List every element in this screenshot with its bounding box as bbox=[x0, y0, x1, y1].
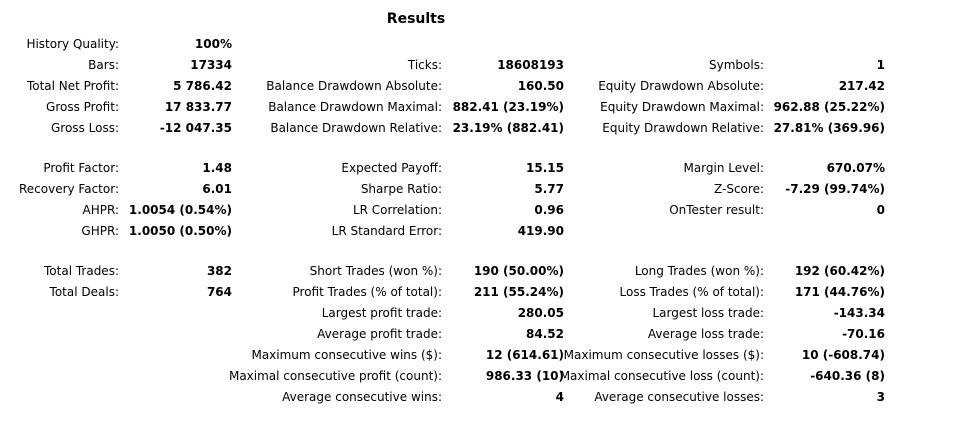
stat-value: 882.41 (23.19%) bbox=[452, 100, 564, 114]
stat-label: Total Trades: bbox=[44, 264, 119, 278]
stat-value: 962.88 (25.22%) bbox=[773, 100, 885, 114]
stat-value: 15.15 bbox=[526, 161, 564, 175]
stat-value: -143.34 bbox=[833, 306, 885, 320]
stat-value: -7.29 (99.74%) bbox=[785, 182, 885, 196]
stat-label: Balance Drawdown Maximal: bbox=[268, 100, 442, 114]
stat-label: Long Trades (won %): bbox=[634, 264, 764, 278]
stat-value: 17334 bbox=[190, 58, 232, 72]
stat-value: 1 bbox=[876, 58, 885, 72]
stat-label: Recovery Factor: bbox=[18, 182, 119, 196]
stat-label: Ticks: bbox=[407, 58, 442, 72]
stat-value: 986.33 (10) bbox=[485, 369, 564, 383]
stat-value: 12 (614.61) bbox=[485, 348, 564, 362]
stat-value: 84.52 bbox=[526, 327, 564, 341]
stat-label: LR Standard Error: bbox=[331, 224, 442, 238]
stat-value: -70.16 bbox=[842, 327, 885, 341]
stat-value: 190 (50.00%) bbox=[473, 264, 564, 278]
stat-value: 382 bbox=[206, 264, 232, 278]
stat-label: Gross Loss: bbox=[51, 121, 119, 135]
stat-label: Average loss trade: bbox=[647, 327, 764, 341]
stat-label: Largest loss trade: bbox=[652, 306, 764, 320]
stat-value: -640.36 (8) bbox=[810, 369, 885, 383]
stat-value: 0 bbox=[876, 203, 885, 217]
stat-value: 5.77 bbox=[534, 182, 564, 196]
stat-label: Bars: bbox=[88, 58, 119, 72]
stat-label: Short Trades (won %): bbox=[309, 264, 442, 278]
stat-label: Sharpe Ratio: bbox=[360, 182, 442, 196]
stat-value: 5 786.42 bbox=[173, 79, 232, 93]
stat-label: Average consecutive wins: bbox=[282, 390, 442, 404]
results-title: Results bbox=[386, 11, 446, 27]
stat-value: 1.48 bbox=[202, 161, 232, 175]
stat-label: Gross Profit: bbox=[46, 100, 119, 114]
stat-value: 1.0054 (0.54%) bbox=[128, 203, 232, 217]
stat-label: Maximal consecutive profit (count): bbox=[228, 369, 442, 383]
stat-value: 419.90 bbox=[517, 224, 564, 238]
stat-value: 6.01 bbox=[202, 182, 232, 196]
stat-label: Margin Level: bbox=[683, 161, 764, 175]
stat-label: Maximum consecutive wins ($): bbox=[251, 348, 442, 362]
stat-label: LR Correlation: bbox=[352, 203, 442, 217]
stat-label: Total Net Profit: bbox=[26, 79, 119, 93]
stat-label: Equity Drawdown Absolute: bbox=[598, 79, 764, 93]
stat-label: Z-Score: bbox=[714, 182, 764, 196]
stat-label: Loss Trades (% of total): bbox=[619, 285, 765, 299]
stat-value: 160.50 bbox=[517, 79, 564, 93]
stat-value: 27.81% (369.96) bbox=[773, 121, 885, 135]
stat-value: 4 bbox=[555, 390, 564, 404]
stat-value: 171 (44.76%) bbox=[794, 285, 885, 299]
stat-value: 192 (60.42%) bbox=[794, 264, 885, 278]
stat-value: 764 bbox=[206, 285, 232, 299]
stat-label: Total Deals: bbox=[49, 285, 119, 299]
stat-value: 17 833.77 bbox=[164, 100, 232, 114]
stat-label: Profit Trades (% of total): bbox=[292, 285, 442, 299]
stat-label: Expected Payoff: bbox=[341, 161, 442, 175]
stat-label: Average consecutive losses: bbox=[594, 390, 764, 404]
stat-label: Balance Drawdown Absolute: bbox=[266, 79, 442, 93]
stat-label: Maximum consecutive losses ($): bbox=[563, 348, 764, 362]
stat-value: 280.05 bbox=[517, 306, 564, 320]
stat-label: Profit Factor: bbox=[43, 161, 119, 175]
stat-value: 10 (-608.74) bbox=[801, 348, 885, 362]
stat-value: 217.42 bbox=[838, 79, 885, 93]
stat-label: OnTester result: bbox=[669, 203, 764, 217]
stat-label: Balance Drawdown Relative: bbox=[270, 121, 442, 135]
stat-label: Maximal consecutive loss (count): bbox=[559, 369, 764, 383]
stat-label: Equity Drawdown Relative: bbox=[602, 121, 764, 135]
stat-label: History Quality: bbox=[26, 37, 119, 51]
stat-label: Average profit trade: bbox=[317, 327, 442, 341]
stat-value: 1.0050 (0.50%) bbox=[128, 224, 232, 238]
stat-label: GHPR: bbox=[81, 224, 119, 238]
stat-label: AHPR: bbox=[82, 203, 119, 217]
stat-value: 100% bbox=[194, 37, 232, 51]
stat-value: 18608193 bbox=[497, 58, 564, 72]
stat-value: -12 047.35 bbox=[159, 121, 232, 135]
stat-value: 211 (55.24%) bbox=[473, 285, 564, 299]
stat-value: 23.19% (882.41) bbox=[452, 121, 564, 135]
stat-value: 3 bbox=[876, 390, 885, 404]
stat-label: Largest profit trade: bbox=[321, 306, 442, 320]
stat-value: 0.96 bbox=[534, 203, 564, 217]
stat-label: Equity Drawdown Maximal: bbox=[600, 100, 764, 114]
stat-value: 670.07% bbox=[826, 161, 885, 175]
stat-label: Symbols: bbox=[709, 58, 764, 72]
